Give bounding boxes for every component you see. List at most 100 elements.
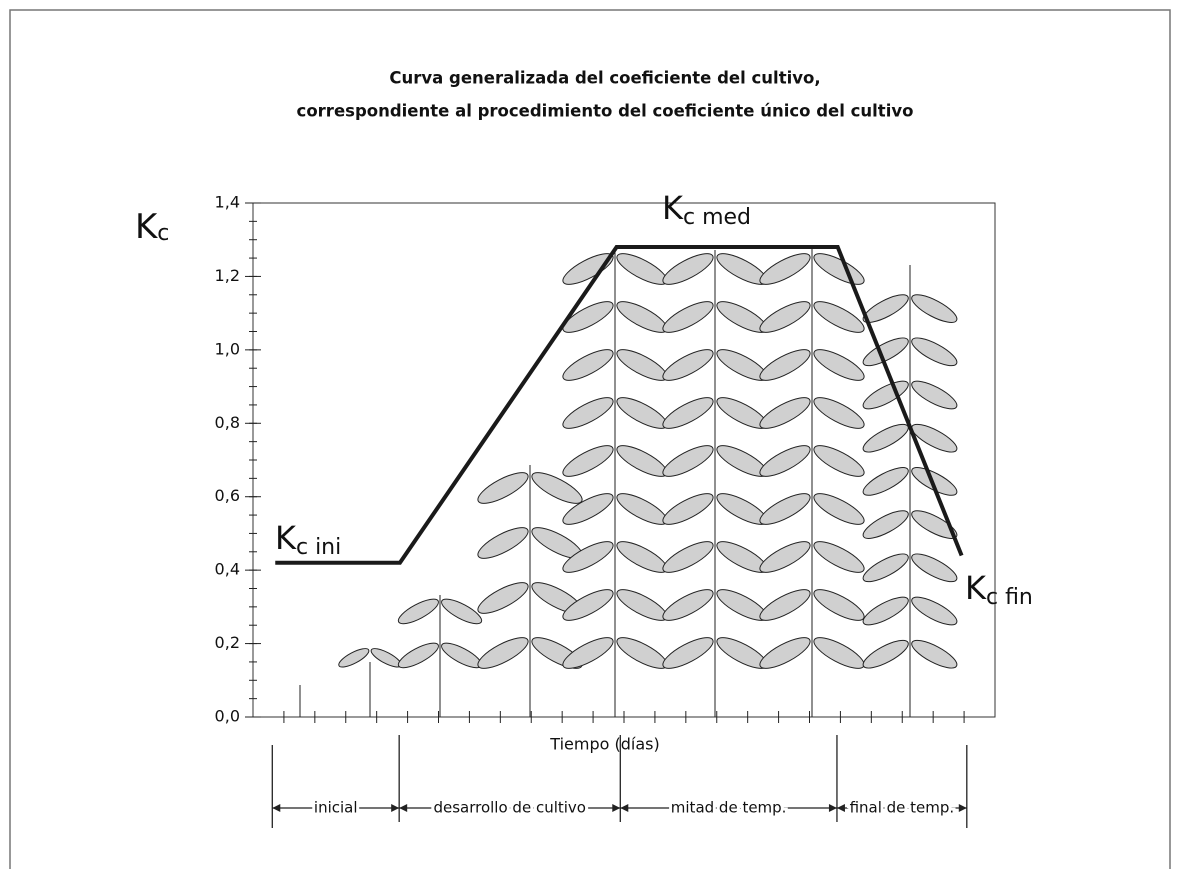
plant-leaf (862, 380, 909, 410)
y-tick-label: 0,4 (215, 560, 240, 579)
plant-leaf (562, 445, 614, 477)
plant-leaf (397, 598, 439, 625)
plant-leaf (813, 541, 865, 573)
plant-leaf (616, 349, 668, 381)
plant-leaf (759, 541, 811, 573)
plant-leaf (813, 301, 865, 333)
annotation-main: K (275, 519, 297, 557)
plant-leaf (477, 472, 529, 504)
annotation: Kc med (662, 189, 751, 230)
plant-leaf (862, 467, 909, 496)
annotation-main: K (965, 569, 987, 607)
y-tick-label: 0,8 (215, 413, 240, 432)
y-tick-label: 0,0 (215, 707, 240, 726)
plant-leaf (911, 596, 958, 626)
plant-leaf (862, 553, 909, 583)
plant-leaf (562, 349, 614, 381)
annotation: Kc fin (965, 569, 1033, 610)
plant-leaf (862, 423, 909, 453)
y-tick-label: 0,2 (215, 633, 240, 652)
y-axis-label-main: K (135, 207, 159, 247)
plant-leaf (759, 397, 811, 429)
plant-leaf (562, 397, 614, 429)
plant-leaf (759, 493, 811, 525)
plant-leaf (477, 527, 529, 559)
plant-leaf (813, 397, 865, 429)
plant-leaf (813, 637, 865, 669)
annotation-sub: c med (683, 205, 751, 230)
stage-label: inicial (314, 799, 358, 817)
plant-leaf (759, 349, 811, 381)
plant-leaf (662, 397, 714, 429)
plant-leaf (911, 467, 958, 496)
plant-leaf (531, 472, 583, 504)
stage-label: mitad de temp. (671, 799, 787, 817)
plant-leaf (616, 397, 668, 429)
plant-leaf (616, 493, 668, 525)
annotation-sub: c fin (986, 585, 1033, 610)
plant-leaf (370, 648, 402, 668)
plant-leaf (862, 337, 909, 367)
plant-leaf (911, 639, 958, 669)
plant-leaf (616, 445, 668, 477)
plant-leaf (813, 493, 865, 525)
kc-line (275, 245, 964, 565)
plant-leaf (759, 253, 811, 285)
plant-leaf (477, 637, 529, 669)
plant-leaf (477, 582, 529, 614)
plant-leaf (562, 253, 614, 285)
plants (299, 245, 958, 717)
plant-leaf (616, 253, 668, 285)
stage-label: final de temp. (850, 799, 955, 817)
plant-leaf (911, 294, 958, 323)
plant-leaf (662, 349, 714, 381)
plant-leaf (662, 493, 714, 525)
y-tick-label: 1,2 (215, 266, 240, 285)
plant-leaf (441, 642, 483, 669)
plant-leaf (862, 510, 909, 539)
plant-leaf (662, 445, 714, 477)
plant-leaf (862, 294, 909, 323)
annotation-sub: c ini (296, 535, 341, 560)
annotation-main: K (662, 189, 684, 227)
plant-leaf (662, 541, 714, 573)
plant-leaf (911, 337, 958, 367)
plant-leaf (911, 380, 958, 410)
y-axis-label-sub: c (157, 221, 169, 246)
y-tick-label: 1,0 (215, 339, 240, 358)
plant-leaf (759, 301, 811, 333)
plant-leaf (441, 598, 483, 625)
plant-leaf (911, 510, 958, 539)
plant-leaf (911, 423, 958, 453)
plant-leaf (862, 596, 909, 626)
plant-leaf (616, 541, 668, 573)
chart-title: Curva generalizada del coeficiente del c… (389, 69, 820, 88)
plant-leaf (562, 493, 614, 525)
plant-leaf (562, 589, 614, 621)
plant-leaf (759, 589, 811, 621)
plant-leaf (562, 541, 614, 573)
chart-title: correspondiente al procedimiento del coe… (297, 102, 914, 121)
plant-leaf (662, 589, 714, 621)
plant-leaf (616, 637, 668, 669)
frame (9, 9, 1171, 869)
plant-leaf (759, 445, 811, 477)
plant-leaf (813, 445, 865, 477)
plant-leaf (813, 589, 865, 621)
plant-leaf (662, 253, 714, 285)
y-tick-label: 1,4 (215, 193, 240, 212)
plant-leaf (616, 301, 668, 333)
plant-leaf (911, 553, 958, 583)
y-axis-label: Kc (135, 207, 169, 247)
plant-leaf (338, 648, 370, 668)
plant-leaf (616, 589, 668, 621)
plant-leaf (759, 637, 811, 669)
y-tick-label: 0,6 (215, 486, 240, 505)
plant-leaf (862, 639, 909, 669)
plant-leaf (662, 301, 714, 333)
plant-leaf (662, 637, 714, 669)
plant-leaf (562, 637, 614, 669)
plant-leaf (562, 301, 614, 333)
plant-leaf (813, 349, 865, 381)
